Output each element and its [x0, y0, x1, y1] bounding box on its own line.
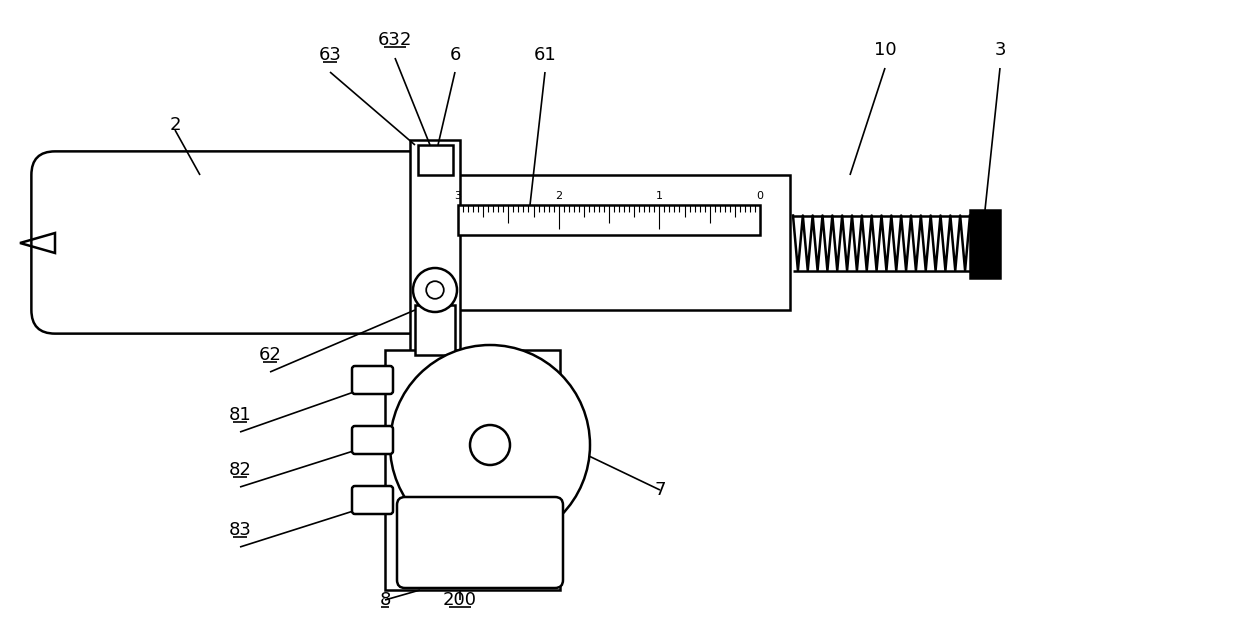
Text: 82: 82 — [228, 461, 252, 479]
FancyBboxPatch shape — [31, 151, 439, 334]
Text: 0: 0 — [756, 191, 764, 201]
Text: 8: 8 — [379, 591, 391, 609]
Circle shape — [427, 281, 444, 299]
Text: 2: 2 — [169, 116, 181, 134]
Text: 7: 7 — [655, 481, 666, 499]
FancyBboxPatch shape — [397, 497, 563, 588]
Text: 3: 3 — [455, 191, 461, 201]
FancyBboxPatch shape — [352, 366, 393, 394]
Text: 81: 81 — [228, 406, 252, 424]
Text: 10: 10 — [874, 41, 897, 59]
Bar — [384, 350, 560, 590]
Text: 2: 2 — [556, 191, 562, 201]
FancyBboxPatch shape — [352, 486, 393, 514]
Text: 6: 6 — [449, 46, 461, 64]
Circle shape — [470, 425, 510, 465]
Text: 62: 62 — [259, 346, 281, 364]
Text: 1: 1 — [656, 191, 663, 201]
Text: 632: 632 — [378, 31, 412, 49]
Bar — [415, 305, 455, 355]
FancyBboxPatch shape — [352, 426, 393, 454]
Circle shape — [413, 268, 458, 312]
Circle shape — [391, 345, 590, 545]
Text: 63: 63 — [319, 46, 341, 64]
Bar — [410, 140, 460, 355]
Text: 200: 200 — [443, 591, 477, 609]
Bar — [418, 145, 453, 175]
Text: 61: 61 — [533, 46, 557, 64]
Bar — [970, 210, 999, 278]
Text: 3: 3 — [994, 41, 1006, 59]
Bar — [458, 205, 760, 235]
Bar — [415, 175, 790, 310]
Text: 83: 83 — [228, 521, 252, 539]
